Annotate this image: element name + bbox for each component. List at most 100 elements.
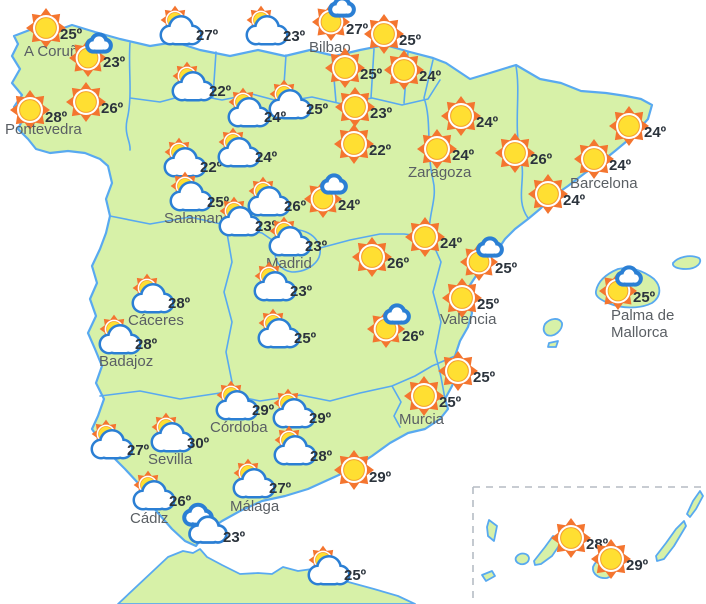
weather-point-29º[interactable]: 29º [591,539,649,579]
temperature-value: 23º [370,105,393,122]
cloud-icon [169,181,213,212]
cloud-icon [268,226,312,257]
weather-point-29º[interactable]: 29º [334,450,392,490]
weather-point-23º[interactable]: 23º [69,32,126,77]
weather-point-27º[interactable]: 27º [159,5,219,46]
sun-icon [364,14,404,54]
weather-point-27º[interactable]: 27º [90,419,150,460]
temperature-value: 23º [103,54,126,71]
sun-behind-cloud-icon [227,87,271,128]
temperature-value: 22º [369,142,392,159]
sun-icon [66,82,106,122]
temperature-value: 25º [399,32,422,49]
weather-point-24º[interactable]: 24º [405,217,463,257]
sun-icon [364,14,404,54]
sun-icon [384,50,424,90]
sun-icon [442,278,482,318]
weather-point-26º[interactable]: 26º [247,176,307,217]
weather-point-24º[interactable]: 24º [609,106,667,146]
weather-point-23º[interactable]: 23º [335,87,393,127]
tenerife-island [533,535,564,566]
weather-point-23º[interactable]: 23º [245,5,306,46]
weather-point-29º[interactable]: 29º [272,388,332,429]
sun-behind-cloud-icon [268,79,312,120]
cloud-icon [131,283,175,314]
weather-point-25º[interactable]: 25º [460,236,518,281]
weather-point-26º[interactable]: 26º [495,133,553,173]
weather-point-23º[interactable]: 23º [218,196,278,237]
cloud-icon [132,480,176,511]
weather-point-23º[interactable]: 23º [253,261,313,302]
weather-point-25º[interactable]: 25º [268,79,329,120]
temperature-value: 24º [452,147,475,164]
weather-point-24º[interactable]: 24º [441,96,499,136]
weather-point-26º[interactable]: 26º [66,82,124,122]
sun-behind-cloud-icon [307,545,351,586]
city-label: Sevilla [148,451,193,468]
cloud-icon [307,555,351,586]
sun-behind-cloud-icon [131,273,175,314]
ibiza-island [542,318,563,337]
cloud-icon [272,398,316,429]
weather-point-25º[interactable]: 25º [438,351,496,391]
sun-behind-cloud-icon [159,5,203,46]
weather-point-22º[interactable]: 22º [334,124,392,164]
weather-point-25º[interactable]: 25º [307,545,367,586]
temperature-value: 24º [476,114,499,131]
temperature-value: 24º [419,68,442,85]
weather-point-25º[interactable]: 25º [325,48,383,88]
cloud-icon [98,324,142,355]
temperature-value: 27º [346,21,369,38]
weather-point-25º[interactable]: 25º [257,308,317,349]
sun-icon [10,90,50,130]
sun-behind-cloud-icon [268,216,312,257]
temperature-value: 29º [309,410,332,427]
cloud-icon [320,173,348,195]
city-label: Córdoba [210,419,268,436]
cloud-icon [245,15,289,46]
weather-point-24º[interactable]: 24º [528,174,586,214]
cloud-icon [163,147,207,178]
cloud-icon [150,422,194,453]
weather-point-26º[interactable]: 26º [367,303,425,348]
sun-icon [405,217,445,257]
weather-point-24º[interactable]: 24º [384,50,442,90]
clouds-icon [182,502,228,544]
weather-point-22º[interactable]: 22º [163,137,223,178]
cloud-icon [90,429,134,460]
weather-point-23º[interactable]: 23º [182,502,246,546]
temperature-value: 25º [306,101,329,118]
weather-point-22º[interactable]: 22º [171,61,232,102]
weather-point-24º[interactable]: 24º [304,173,361,218]
sun-icon [325,48,365,88]
sun-with-small-cloud-icon [312,0,356,41]
sun-behind-cloud-icon [232,458,276,499]
weather-point-26º[interactable]: 26º [352,237,410,277]
sun-behind-cloud-icon [273,425,317,466]
temperature-value: 23º [223,529,246,546]
weather-point-24º[interactable]: 24º [227,87,287,128]
weather-point-28º[interactable]: 28º [551,518,609,558]
sun-icon [384,50,424,90]
weather-point-25º[interactable]: 25º [364,14,422,54]
sun-icon [551,518,591,558]
weather-point-28º[interactable]: 28º [273,425,333,466]
sun-behind-cloud-icon [150,412,194,453]
weather-point-24º[interactable]: 24º [217,127,278,168]
city-label: Barcelona [570,175,638,192]
